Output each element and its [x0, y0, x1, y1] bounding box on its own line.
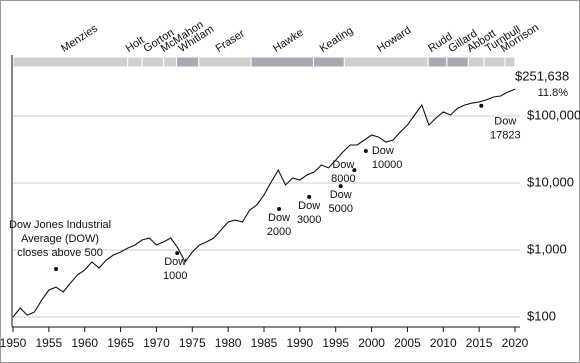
annotation-text: Dow [298, 200, 320, 212]
x-tick-label: 1995 [322, 336, 349, 350]
leader-segment [312, 56, 345, 68]
leader-segment [163, 56, 178, 68]
x-tick-label: 1955 [36, 336, 63, 350]
annotation-text: 1000 [163, 270, 187, 282]
milestone-dot [175, 251, 180, 256]
leader-segment [504, 56, 516, 68]
annotation-text: Dow [372, 145, 394, 157]
x-tick-label: 2015 [466, 336, 493, 350]
x-tick-label: 1970 [143, 336, 170, 350]
x-tick-label: 2010 [430, 336, 457, 350]
annotation-text: Dow [332, 159, 354, 171]
leader-segment [446, 56, 469, 68]
leader-segment [12, 56, 129, 68]
annotation-text: 17823 [490, 130, 521, 142]
x-tick-label: 1960 [71, 336, 98, 350]
leader-segment [427, 56, 448, 68]
leader-name: Keating [318, 25, 356, 55]
x-tick-label: 2000 [358, 336, 385, 350]
y-tick-label: $100 [527, 308, 556, 323]
leader-segment [343, 56, 429, 68]
annotation-text: 10000 [372, 159, 403, 171]
leader-segment [250, 56, 314, 68]
annotation-text: 8000 [331, 173, 355, 185]
leader-name: Menzies [59, 22, 100, 55]
leader-segment [141, 56, 165, 68]
leader-segment [176, 56, 200, 68]
y-tick-label: $1,000 [527, 241, 567, 256]
milestone-dot [479, 103, 484, 108]
leader-name: Fraser [214, 27, 247, 55]
annotation-text: Dow [330, 189, 352, 201]
leader-name: Hawke [271, 27, 306, 55]
annotation-text: Dow [494, 116, 516, 128]
x-tick-label: 1975 [179, 336, 206, 350]
milestone-dot [338, 184, 343, 189]
x-tick-label: 1985 [251, 336, 278, 350]
x-tick-label: 2005 [394, 336, 421, 350]
x-tick-label: 1950 [0, 336, 27, 350]
x-tick-label: 1990 [287, 336, 314, 350]
annotation-text: Dow Jones Industrial [9, 219, 111, 231]
milestone-dot [307, 194, 312, 199]
y-tick-label: $10,000 [527, 174, 574, 189]
annotation-text: Dow [268, 212, 290, 224]
leader-segment [467, 56, 485, 68]
leader-segment [127, 56, 143, 68]
annotation-text: 5000 [328, 203, 352, 215]
x-tick-label: 2020 [502, 336, 529, 350]
x-tick-label: 1965 [107, 336, 134, 350]
milestone-dot [352, 168, 357, 173]
annotation-text: 3000 [297, 214, 321, 226]
annotation-text: Average (DOW) [21, 233, 99, 245]
milestone-dot [54, 267, 59, 272]
x-tick-label: 1980 [215, 336, 242, 350]
leader-segment [483, 56, 506, 68]
annotation-text: 2000 [267, 226, 291, 238]
annotation-text: Dow [164, 256, 186, 268]
end-note: 11.8% [538, 87, 569, 99]
milestone-dot [363, 149, 368, 154]
leader-name: Howard [375, 24, 413, 55]
y-tick-label: $100,000 [527, 107, 580, 122]
leader-segment [198, 56, 252, 68]
milestone-dot [277, 206, 282, 211]
end-label: $251,638 [515, 68, 569, 83]
series-line [12, 88, 516, 318]
annotation-text: closes above 500 [17, 247, 103, 259]
